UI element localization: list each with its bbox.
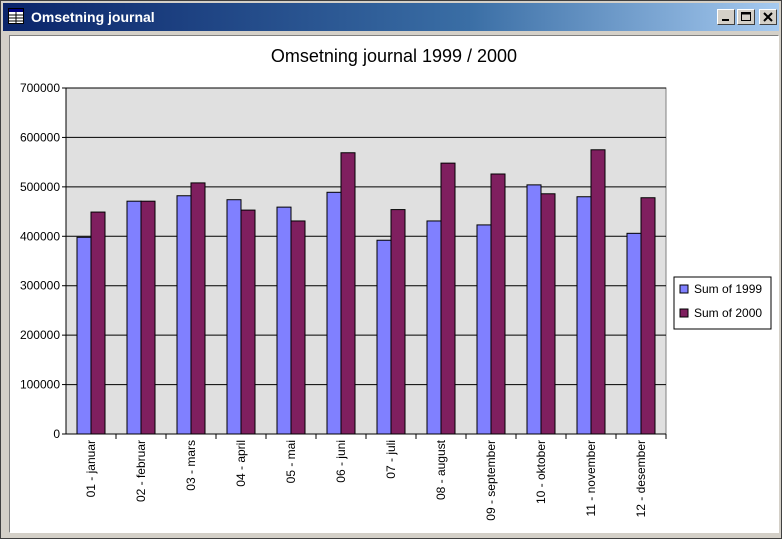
y-tick-label: 500000 [20,180,60,194]
x-tick-label: 11 - november [584,440,598,516]
title-bar[interactable]: Omsetning journal [3,3,779,31]
bar-1999 [626,232,642,435]
bar-1999 [326,191,342,435]
y-tick-label: 0 [53,427,60,441]
x-tick-label: 01 - januar [84,440,98,497]
y-tick-label: 100000 [20,378,60,392]
bar-2000 [440,162,456,435]
bar-2000 [140,200,156,435]
x-tick-label: 08 - august [434,439,448,500]
maximize-button[interactable] [737,9,755,25]
bar-2000 [340,152,356,435]
legend-label-1999: Sum of 1999 [694,282,762,296]
bar-2000 [190,182,206,435]
y-tick-label: 300000 [20,279,60,293]
x-tick-label: 09 - september [484,440,498,521]
legend-swatch-1999 [679,284,689,294]
bar-2000 [640,197,656,435]
legend-swatch-2000 [679,308,689,318]
bar-1999 [376,239,392,435]
maximize-icon [741,12,751,21]
y-tick-label: 700000 [20,81,60,95]
bar-1999 [126,200,142,435]
bar-1999 [426,220,442,435]
bar-1999 [476,224,492,435]
bar-2000 [590,149,606,435]
y-tick-label: 400000 [20,229,60,243]
bar-1999 [76,236,92,435]
datasheet-icon [8,8,24,24]
bar-2000 [90,211,106,435]
x-tick-label: 06 - juni [334,440,348,483]
x-tick-label: 04 - april [234,440,248,487]
chart-legend: Sum of 1999 Sum of 2000 [673,276,772,330]
legend-label-2000: Sum of 2000 [694,306,762,320]
plot-area [65,87,667,435]
chart-title: Omsetning journal 1999 / 2000 [271,46,517,66]
window-title: Omsetning journal [31,9,155,25]
bar-2000 [540,193,556,435]
x-tick-label: 02 - februar [134,440,148,502]
bar-2000 [240,209,256,435]
bar-1999 [176,195,192,435]
close-button[interactable] [759,9,777,25]
bar-1999 [226,199,242,435]
y-tick-label: 600000 [20,130,60,144]
bar-2000 [490,173,506,435]
x-tick-label: 05 - mai [284,440,298,483]
x-tick-label: 03 - mars [184,440,198,491]
minimize-button[interactable] [717,9,735,25]
x-tick-label: 12 - desember [634,440,648,517]
bar-1999 [526,184,542,435]
bar-1999 [576,196,592,435]
y-tick-label: 200000 [20,328,60,342]
bar-1999 [276,206,292,435]
minimize-icon [722,19,729,21]
x-tick-label: 07 - juli [384,440,398,479]
bar-chart: Omsetning journal 1999 / 2000 0 100000 200… [20,46,772,521]
chart-area: Omsetning journal 1999 / 2000 0 100000 200… [9,35,779,533]
bar-2000 [390,209,406,435]
close-icon [763,12,773,22]
x-tick-label: 10 - oktober [534,440,548,504]
bar-2000 [290,220,306,435]
